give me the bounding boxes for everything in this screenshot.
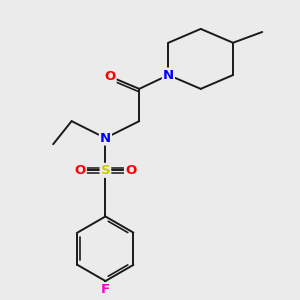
- Text: S: S: [100, 164, 110, 177]
- Text: N: N: [163, 68, 174, 82]
- Text: O: O: [125, 164, 136, 177]
- Text: F: F: [101, 283, 110, 296]
- Text: O: O: [75, 164, 86, 177]
- Text: N: N: [100, 132, 111, 145]
- Text: O: O: [104, 70, 116, 83]
